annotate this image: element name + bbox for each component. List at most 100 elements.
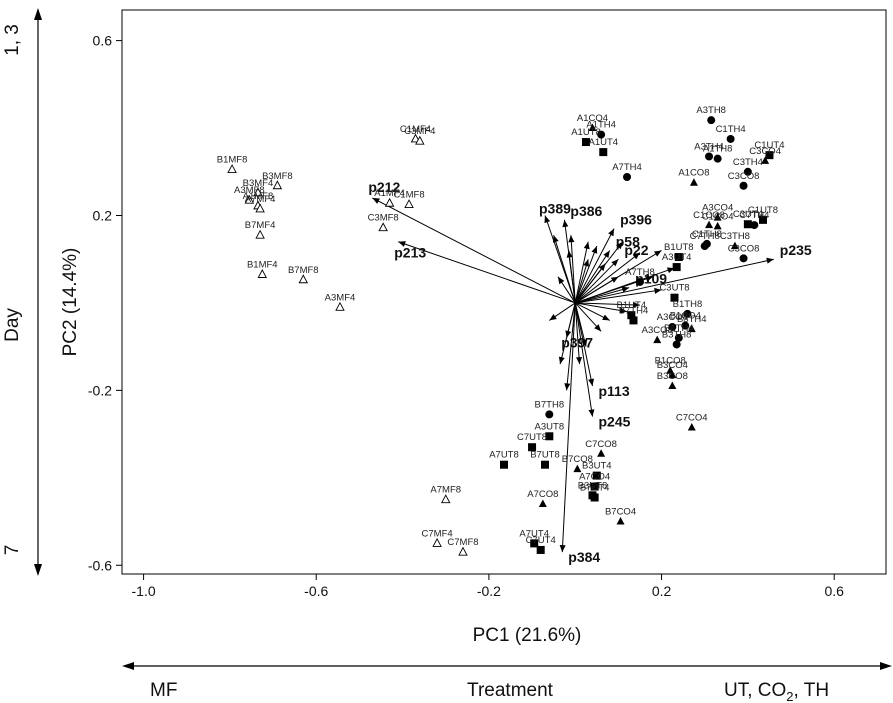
point-marker-co: [573, 464, 582, 473]
point-marker-th: [713, 154, 722, 163]
point-marker-th: [739, 181, 748, 190]
point-label: A3UT8: [535, 421, 565, 432]
point-marker-ut: [500, 460, 508, 469]
point-marker-co: [668, 370, 677, 379]
loading-vector-arrowhead: [588, 378, 594, 386]
point-marker-th: [743, 167, 752, 176]
loading-vector-arrowhead: [591, 246, 598, 254]
point-label: B3CO8: [657, 371, 688, 382]
loading-vector-label: p22: [624, 242, 648, 258]
point-label: B1CO4: [670, 311, 701, 322]
loading-vector-arrowhead: [654, 250, 662, 257]
loading-vector-line: [566, 302, 576, 391]
point-marker-ut: [590, 493, 599, 502]
loading-vector-line: [574, 228, 615, 304]
point-label: A7MF8: [430, 485, 461, 496]
loading-vector-arrowhead: [632, 301, 640, 308]
point-marker-co: [653, 335, 662, 344]
point-label: A7UT4: [519, 528, 549, 539]
loading-vector-arrowhead: [581, 339, 588, 347]
loading-vector-line: [574, 276, 619, 304]
treatment-axis-right-label: UT, CO2, TH: [724, 680, 829, 703]
point-label: A1CO8: [678, 168, 709, 179]
loading-vector-arrowhead: [610, 276, 619, 283]
loading-vector-label: p397: [561, 334, 593, 350]
point-marker-ut: [541, 460, 550, 469]
point-marker-co: [588, 123, 597, 132]
point-marker-th: [726, 134, 735, 143]
x-tick-label: -1.0: [132, 583, 156, 599]
point-marker-th: [683, 309, 692, 318]
point-marker-mf: [257, 269, 268, 278]
point-marker-ut: [545, 432, 554, 441]
loading-vector-line: [561, 302, 576, 553]
loading-vector-label: p113: [598, 383, 629, 399]
point-label: C3CO8: [728, 243, 760, 254]
point-marker-co: [713, 221, 722, 230]
point-marker-th: [750, 221, 759, 230]
loading-vector-line: [574, 245, 598, 304]
point-marker-ut: [627, 311, 636, 320]
y-tick-label: -0.6: [88, 557, 112, 573]
x-tick-label: 0.6: [824, 583, 844, 599]
point-label: A1TH4: [586, 120, 616, 131]
loading-vector-label: p235: [780, 242, 812, 258]
point-marker-co: [730, 241, 739, 250]
loading-vector-label: p212: [368, 179, 400, 195]
day-axis-label: Day: [2, 308, 23, 342]
point-label: C3MF8: [368, 213, 399, 224]
point-marker-ut: [599, 148, 608, 157]
point-marker-mf: [244, 194, 255, 204]
loading-vector-line: [574, 302, 581, 365]
point-marker-mf: [253, 187, 263, 197]
point-marker-th: [668, 322, 677, 331]
point-label: C7MF4: [422, 528, 453, 539]
x-tick-label: 0.2: [652, 583, 672, 599]
point-label: A7TH4: [612, 162, 642, 173]
point-marker-mf: [404, 199, 414, 209]
loading-vector-arrowhead: [602, 314, 610, 321]
loading-vector-line: [575, 302, 640, 306]
loading-vector-line: [574, 302, 593, 387]
point-marker-th: [705, 152, 714, 161]
loading-vector-line: [575, 258, 774, 304]
point-label: C7TH8: [690, 231, 720, 242]
treatment-axis-arrowhead-right: [880, 662, 892, 670]
loading-vector-arrowhead: [559, 544, 566, 553]
loading-vector-arrowhead: [566, 250, 573, 258]
loading-vector-arrowhead: [398, 241, 406, 247]
point-label: C3CO4: [749, 146, 781, 157]
point-label: C1TH8: [692, 229, 722, 240]
point-marker-co: [713, 213, 722, 221]
point-label: C1TH4: [716, 124, 746, 135]
treatment-axis-label: Treatment: [467, 680, 554, 701]
point-marker-th: [674, 333, 683, 342]
point-marker-ut: [528, 443, 537, 452]
point-label: C1CO4: [702, 211, 734, 222]
point-label: C3UT8: [659, 283, 689, 294]
point-label: A3UT4: [662, 252, 692, 263]
loading-vector-arrowhead: [632, 252, 640, 260]
point-label: C3MF4: [404, 126, 435, 137]
point-marker-th: [700, 242, 709, 251]
point-label: C1UT4: [754, 140, 784, 151]
point-marker-th: [545, 410, 554, 419]
loading-vector-line: [574, 250, 611, 304]
x-tick-label: -0.6: [304, 583, 328, 599]
point-marker-mf: [227, 164, 237, 174]
point-marker-ut: [629, 316, 638, 325]
loading-vector-line: [398, 241, 576, 304]
loading-vector-line: [574, 302, 587, 347]
point-marker-co: [616, 517, 625, 525]
loading-vector-arrowhead: [568, 235, 575, 243]
point-label: A3MF4: [325, 292, 356, 303]
point-label: A3TH8: [696, 105, 726, 116]
point-marker-th: [707, 116, 716, 125]
point-label: C1CO8: [693, 210, 725, 221]
loading-vector-arrowhead: [594, 324, 602, 332]
point-label: B3TH4: [677, 314, 707, 325]
point-label: B3CO4: [657, 360, 688, 371]
point-label: A1TH8: [703, 144, 733, 155]
y-axis-label: PC2 (14.4%): [60, 248, 81, 357]
point-label: B3UT4: [582, 461, 612, 472]
